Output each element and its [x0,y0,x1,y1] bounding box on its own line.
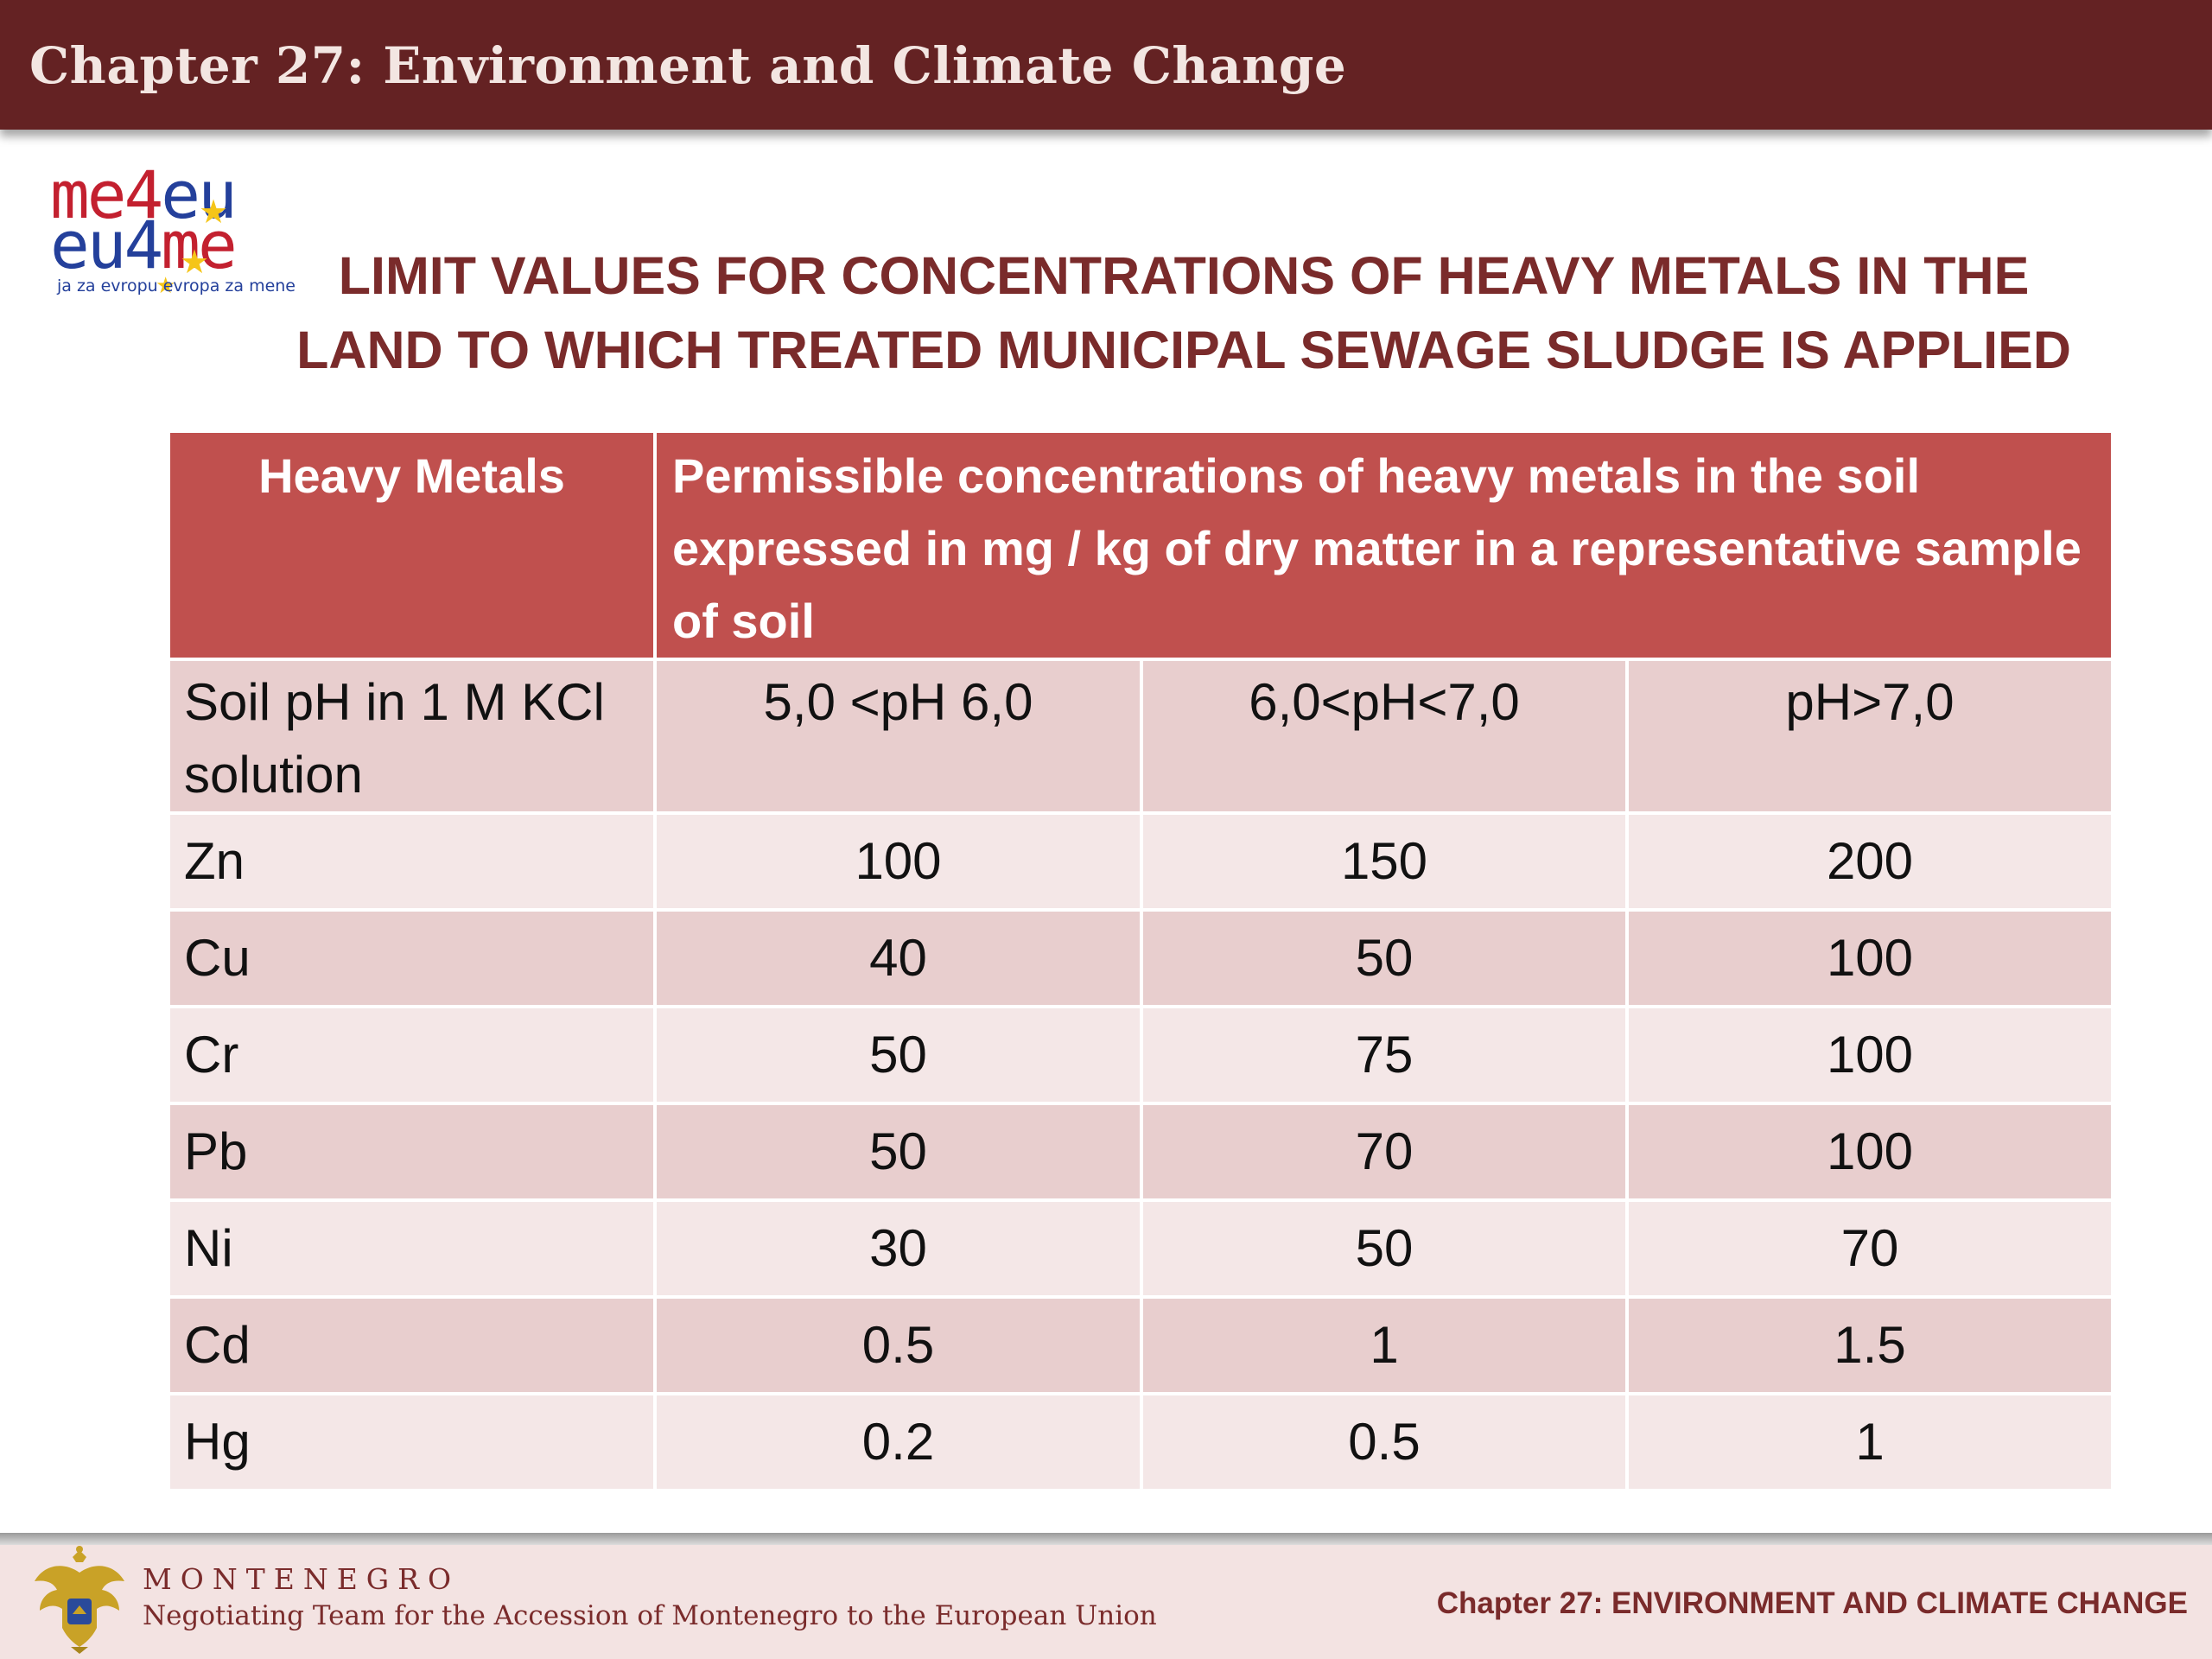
header-heavy-metals: Heavy Metals [167,429,657,661]
ph-range-3: pH>7,0 [1625,658,2114,815]
slide-title: LIMIT VALUES FOR CONCENTRATIONS OF HEAVY… [294,238,2074,387]
value-cell: 100 [1625,1005,2114,1105]
ph-range-2: 6,0<pH<7,0 [1140,658,1629,815]
logo-text-eu: eu [161,156,237,233]
value-cell: 0.5 [653,1295,1143,1395]
footer-chapter: Chapter 27: ENVIRONMENT AND CLIMATE CHAN… [1436,1586,2188,1620]
value-cell: 1 [1625,1392,2114,1492]
logo-line-2: eu4me [50,213,238,278]
metal-name: Ni [167,1198,657,1299]
value-cell: 100 [1625,1102,2114,1202]
table-header-row: Heavy Metals Permissible concentrations … [167,429,2114,661]
value-cell: 75 [1140,1005,1629,1105]
footer-separator [0,1533,2212,1545]
value-cell: 50 [1140,908,1629,1008]
heavy-metals-table: Heavy Metals Permissible concentrations … [167,429,2114,1492]
value-cell: 50 [653,1102,1143,1202]
value-cell: 30 [653,1198,1143,1299]
value-cell: 100 [1625,908,2114,1008]
table-row: Hg 0.2 0.5 1 [167,1392,2114,1492]
value-cell: 1 [1140,1295,1629,1395]
value-cell: 70 [1140,1102,1629,1202]
metal-name: Pb [167,1102,657,1202]
ph-range-1: 5,0 <pH 6,0 [653,658,1143,815]
metal-name: Hg [167,1392,657,1492]
metal-name: Cu [167,908,657,1008]
value-cell: 50 [653,1005,1143,1105]
header-title: Chapter 27: Environment and Climate Chan… [29,36,1347,95]
header-bar: Chapter 27: Environment and Climate Chan… [0,0,2212,130]
me4eu-logo: me4eu eu4me ★ ★ ★ ja za evropu evropa za… [50,162,318,301]
metal-name: Cd [167,1295,657,1395]
value-cell: 150 [1140,811,1629,912]
logo-text-me: me [161,207,237,283]
table-row: Pb 50 70 100 [167,1102,2114,1202]
ph-label: Soil pH in 1 M KCl solution [167,658,657,815]
table-row: Cr 50 75 100 [167,1005,2114,1105]
logo-line-1: me4eu [50,162,238,228]
value-cell: 40 [653,908,1143,1008]
value-cell: 70 [1625,1198,2114,1299]
value-cell: 1.5 [1625,1295,2114,1395]
footer-country: MONTENEGRO [143,1562,461,1596]
value-cell: 0.5 [1140,1392,1629,1492]
logo-text-me4: me4 [50,156,163,233]
table-row: Cu 40 50 100 [167,908,2114,1008]
table-row: Cd 0.5 1 1.5 [167,1295,2114,1395]
slide-title-line-2: LAND TO WHICH TREATED MUNICIPAL SEWAGE S… [296,321,2071,379]
footer-band [0,1545,2212,1659]
metal-name: Zn [167,811,657,912]
star-icon: ★ [180,243,210,281]
montenegro-crest-icon [35,1546,124,1654]
value-cell: 0.2 [653,1392,1143,1492]
logo-tagline: ja za evropu evropa za mene [57,276,296,296]
footer-team: Negotiating Team for the Accession of Mo… [143,1600,1157,1631]
table-row: Ni 30 50 70 [167,1198,2114,1299]
slide-title-line-1: LIMIT VALUES FOR CONCENTRATIONS OF HEAVY… [338,246,2030,305]
value-cell: 50 [1140,1198,1629,1299]
logo-text-eu4: eu4 [50,207,163,283]
ph-row: Soil pH in 1 M KCl solution 5,0 <pH 6,0 … [167,658,2114,815]
star-icon: ★ [199,193,229,231]
table-row: Zn 100 150 200 [167,811,2114,912]
star-icon: ★ [156,273,176,299]
metal-name: Cr [167,1005,657,1105]
value-cell: 200 [1625,811,2114,912]
value-cell: 100 [653,811,1143,912]
header-permissible-concentrations: Permissible concentrations of heavy meta… [653,429,2114,661]
